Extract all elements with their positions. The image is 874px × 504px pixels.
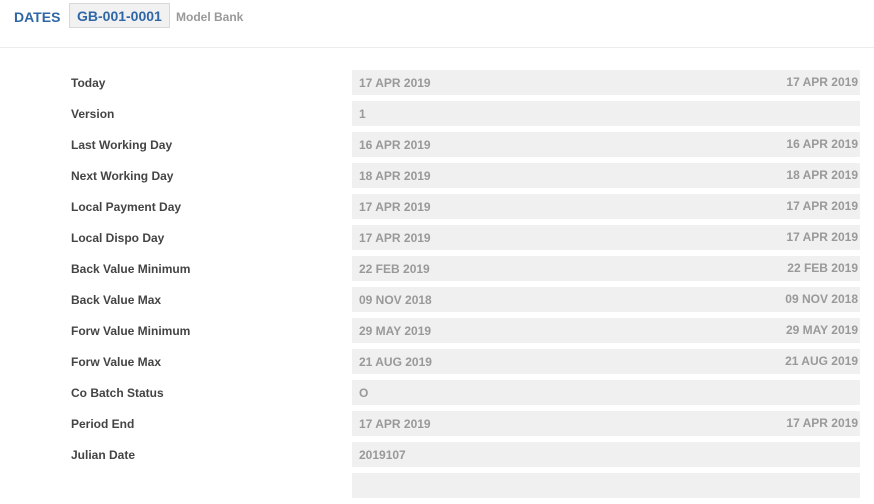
field-label: Julian Date (71, 448, 136, 462)
form-row: Julian Date 2019107 (0, 442, 874, 473)
field-value: 17 APR 2019 17 APR 2019 (352, 194, 860, 219)
field-label: Version (71, 107, 115, 121)
field-value-enrichment: 17 APR 2019 (786, 199, 858, 213)
field-value-enrichment: 18 APR 2019 (786, 168, 858, 182)
field-value: 29 MAY 2019 29 MAY 2019 (352, 318, 860, 343)
field-value: 22 FEB 2019 22 FEB 2019 (352, 256, 860, 281)
form-row: Last Working Day 16 APR 2019 16 APR 2019 (0, 132, 874, 163)
field-label: Co Batch Status (71, 386, 164, 400)
field-value: 16 APR 2019 16 APR 2019 (352, 132, 860, 157)
form-row: Local Dispo Day 17 APR 2019 17 APR 2019 (0, 225, 874, 256)
field-label: Local Payment Day (71, 200, 182, 214)
field-value-enrichment: 16 APR 2019 (786, 137, 858, 151)
field-value: 17 APR 2019 17 APR 2019 (352, 411, 860, 436)
field-value-enrichment: 17 APR 2019 (786, 416, 858, 430)
field-value: 17 APR 2019 17 APR 2019 (352, 70, 860, 95)
field-value-text: 29 MAY 2019 (359, 324, 432, 338)
form-row: Back Value Max 09 NOV 2018 09 NOV 2018 (0, 287, 874, 318)
company-name: Model Bank (176, 10, 244, 24)
field-value-enrichment: 29 MAY 2019 (785, 323, 858, 337)
form-row: Forw Value Minimum 29 MAY 2019 29 MAY 20… (0, 318, 874, 349)
field-value: O (352, 380, 860, 405)
field-value-text: 17 APR 2019 (359, 231, 431, 245)
field-value-enrichment: 17 APR 2019 (786, 75, 858, 89)
field-value-text: 1 (359, 107, 366, 121)
field-value: 21 AUG 2019 21 AUG 2019 (352, 349, 860, 374)
dates-form: Today 17 APR 2019 17 APR 2019 Version 1 … (0, 70, 874, 504)
form-row: Next Working Day 18 APR 2019 18 APR 2019 (0, 163, 874, 194)
field-value-enrichment: 21 AUG 2019 (785, 354, 858, 368)
field-label: Back Value Max (71, 293, 162, 307)
field-value-text: 17 APR 2019 (359, 417, 431, 431)
field-label: Period End (71, 417, 135, 431)
field-label: Today (71, 76, 106, 90)
form-row (0, 473, 874, 504)
field-value: 18 APR 2019 18 APR 2019 (352, 163, 860, 188)
field-label: Forw Value Max (71, 355, 162, 369)
field-value-text: 17 APR 2019 (359, 76, 431, 90)
field-value-text: 16 APR 2019 (359, 138, 431, 152)
form-row: Today 17 APR 2019 17 APR 2019 (0, 70, 874, 101)
field-value: 09 NOV 2018 09 NOV 2018 (352, 287, 860, 312)
field-label: Local Dispo Day (71, 231, 165, 245)
field-value-text: 2019107 (359, 448, 406, 462)
page-header: DATES GB-001-0001 Model Bank (0, 0, 874, 48)
field-value (352, 473, 860, 498)
field-label: Next Working Day (71, 169, 174, 183)
field-label: Back Value Minimum (71, 262, 191, 276)
form-row: Forw Value Max 21 AUG 2019 21 AUG 2019 (0, 349, 874, 380)
form-row: Period End 17 APR 2019 17 APR 2019 (0, 411, 874, 442)
form-row: Local Payment Day 17 APR 2019 17 APR 201… (0, 194, 874, 225)
field-value-text: 09 NOV 2018 (359, 293, 432, 307)
field-value-enrichment: 22 FEB 2019 (787, 261, 858, 275)
field-label: Forw Value Minimum (71, 324, 191, 338)
field-value: 1 (352, 101, 860, 126)
field-value: 17 APR 2019 17 APR 2019 (352, 225, 860, 250)
form-row: Co Batch Status O (0, 380, 874, 411)
field-value: 2019107 (352, 442, 860, 467)
field-value-text: 22 FEB 2019 (359, 262, 430, 276)
field-value-enrichment: 09 NOV 2018 (785, 292, 858, 306)
form-row: Version 1 (0, 101, 874, 132)
field-value-enrichment: 17 APR 2019 (786, 230, 858, 244)
field-value-text: 17 APR 2019 (359, 200, 431, 214)
field-value-text: 18 APR 2019 (359, 169, 431, 183)
field-value-text: O (359, 386, 369, 400)
form-row: Back Value Minimum 22 FEB 2019 22 FEB 20… (0, 256, 874, 287)
field-label: Last Working Day (71, 138, 173, 152)
page-title: DATES (14, 9, 61, 25)
field-value-text: 21 AUG 2019 (359, 355, 432, 369)
company-id-badge: GB-001-0001 (69, 3, 170, 28)
